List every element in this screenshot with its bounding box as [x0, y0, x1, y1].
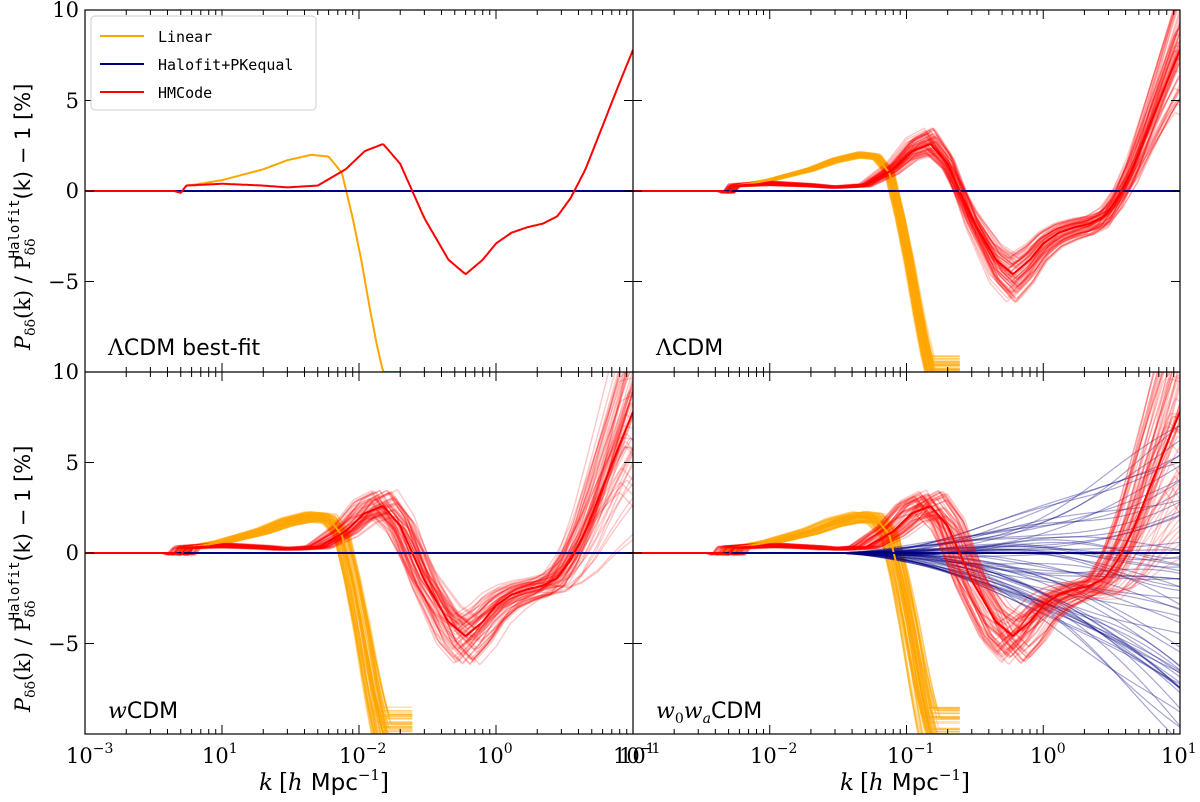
- ytick-bottom-minus5: −5: [48, 632, 79, 656]
- panel-lcdm-best-fit-curves: [85, 49, 633, 372]
- legend: Linear Halofit+PKequal HMCode: [90, 15, 317, 111]
- hmcode-variant-line: [633, 372, 1156, 647]
- hmcode-variant-line: [633, 377, 1180, 663]
- hmcode-variant-line: [633, 372, 1165, 648]
- hmcode-variant-line: [85, 372, 616, 664]
- hmcode-variant-line: [633, 377, 1180, 659]
- x-axis-label-right: k [h Mpc−1]: [840, 766, 970, 796]
- hmcode-variant-line: [85, 425, 633, 636]
- xtick-left-1: 10−2: [339, 741, 386, 768]
- hmcode-variant-line: [633, 459, 1180, 655]
- hmcode-variant-line: [633, 372, 1163, 653]
- halofit-variant-line: [633, 439, 1180, 554]
- xtick-right-1: 10−2: [750, 741, 797, 768]
- hmcode-variant-line: [633, 397, 1180, 665]
- xtick-left-2: 10−1: [613, 741, 660, 768]
- hmcode-variant-line: [85, 445, 633, 632]
- hmcode-variant-line: [85, 413, 633, 652]
- legend-label-hmcode: HMCode: [158, 84, 212, 102]
- hmcode-variant-line: [633, 412, 1180, 640]
- y-axis-label-top: Pδδ(k) / PδδHalofit(k) − 1 [%]: [7, 84, 39, 351]
- x-tick-labels-right: 101 10−2 10−1 100 101: [619, 741, 1197, 768]
- hmcode-variant-line: [85, 377, 633, 650]
- hmcode-variant-line: [85, 394, 633, 633]
- ytick-top-10: 10: [52, 0, 79, 22]
- hmcode-variant-line: [85, 372, 627, 663]
- hmcode-variant-line: [85, 482, 633, 628]
- hmcode-variant-line: [633, 374, 1180, 638]
- linear-variant-line: [633, 155, 960, 367]
- hmcode-variant-line: [633, 372, 1162, 642]
- ytick-bottom-0: 0: [66, 541, 79, 565]
- panel-lcdm-curves: [633, 10, 1180, 372]
- hmcode-variant-line: [633, 63, 1180, 287]
- ytick-bottom-10: 10: [52, 360, 79, 384]
- panel-label-w0wacdm: w0waCDM: [656, 699, 762, 727]
- hmcode-best-fit-line: [85, 411, 633, 637]
- xtick-right-3: 100: [1030, 741, 1066, 768]
- xtick-right-0: 101: [619, 741, 655, 768]
- x-axis-label-left: k [h Mpc−1]: [259, 766, 389, 796]
- xtick-right-4: 101: [1161, 741, 1197, 768]
- x-tick-labels-left: 10−3 10−2 10−1 100 101: [66, 741, 660, 768]
- hmcode-best-fit-line: [633, 411, 1180, 637]
- hmcode-variant-line: [85, 402, 633, 647]
- ytick-bottom-5: 5: [66, 451, 79, 475]
- panel-label-lcdm: ΛCDM: [655, 336, 723, 361]
- ytick-top-5: 5: [66, 89, 79, 113]
- ytick-top-0: 0: [66, 179, 79, 203]
- hmcode-variant-line: [633, 372, 1160, 656]
- hmcode-variant-line: [633, 10, 1174, 290]
- hmcode-variant-line: [85, 372, 620, 656]
- xtick-right-2: 10−1: [887, 741, 934, 768]
- legend-box: [90, 15, 317, 111]
- xtick-left-0: 10−3: [66, 741, 113, 768]
- hmcode-variant-line: [85, 432, 633, 662]
- hmcode-variant-line: [85, 372, 619, 663]
- xlabel-left-text: k [h Mpc−1]: [259, 766, 389, 796]
- hmcode-variant-line: [85, 372, 626, 628]
- hmcode-variant-line: [633, 415, 1180, 654]
- hmcode-variant-line: [633, 372, 1155, 653]
- hmcode-variant-line: [633, 372, 1159, 638]
- legend-label-halofit: Halofit+PKequal: [158, 56, 293, 74]
- hmcode-variant-line: [85, 391, 633, 665]
- hmcode-variant-line: [633, 372, 1159, 657]
- panel-label-wcdm: wCDM: [108, 699, 178, 724]
- hmcode-variant-line: [85, 372, 610, 658]
- halofit-variant-line: [633, 479, 1180, 554]
- hmcode-variant-line: [633, 372, 1158, 648]
- hmcode-variant-line: [85, 372, 621, 660]
- ytick-top-minus5: −5: [48, 270, 79, 294]
- hmcode-variant-line: [633, 421, 1180, 658]
- xtick-left-4: 101: [202, 741, 238, 768]
- legend-label-linear: Linear: [158, 28, 212, 46]
- xtick-left-3: 100: [477, 741, 513, 768]
- hmcode-variant-line: [633, 372, 1165, 655]
- hmcode-variant-line: [85, 436, 633, 625]
- panel-label-lcdm-best-fit: ΛCDM best-fit: [107, 336, 261, 361]
- hmcode-variant-line: [85, 446, 633, 618]
- ylabel-bottom-text: Pδδ(k) / PδδHalofit(k) − 1 [%]: [7, 446, 39, 713]
- ylabel-top-text: Pδδ(k) / PδδHalofit(k) − 1 [%]: [7, 84, 39, 351]
- y-axis-label-bottom: Pδδ(k) / PδδHalofit(k) − 1 [%]: [7, 446, 39, 713]
- panel-w0wacdm-curves: [633, 372, 1180, 734]
- hmcode-variant-line: [85, 492, 633, 617]
- hmcode-line: [85, 49, 633, 275]
- axes-frame: [84, 9, 1181, 735]
- hmcode-variant-line: [633, 488, 1180, 625]
- hmcode-variant-line: [633, 56, 1180, 295]
- hmcode-variant-line: [85, 372, 627, 630]
- hmcode-variant-line: [633, 372, 1171, 626]
- hmcode-variant-line: [633, 372, 1166, 641]
- hmcode-variant-line: [633, 425, 1180, 636]
- hmcode-variant-line: [633, 53, 1180, 293]
- hmcode-variant-line: [85, 372, 629, 640]
- panel-wcdm-curves: [85, 372, 633, 734]
- hmcode-best-fit-line: [633, 49, 1180, 275]
- hmcode-variant-line: [85, 441, 633, 650]
- y-tick-labels: 10 5 0 −5 10 5 0 −5: [48, 0, 79, 656]
- xlabel-right-text: k [h Mpc−1]: [840, 766, 970, 796]
